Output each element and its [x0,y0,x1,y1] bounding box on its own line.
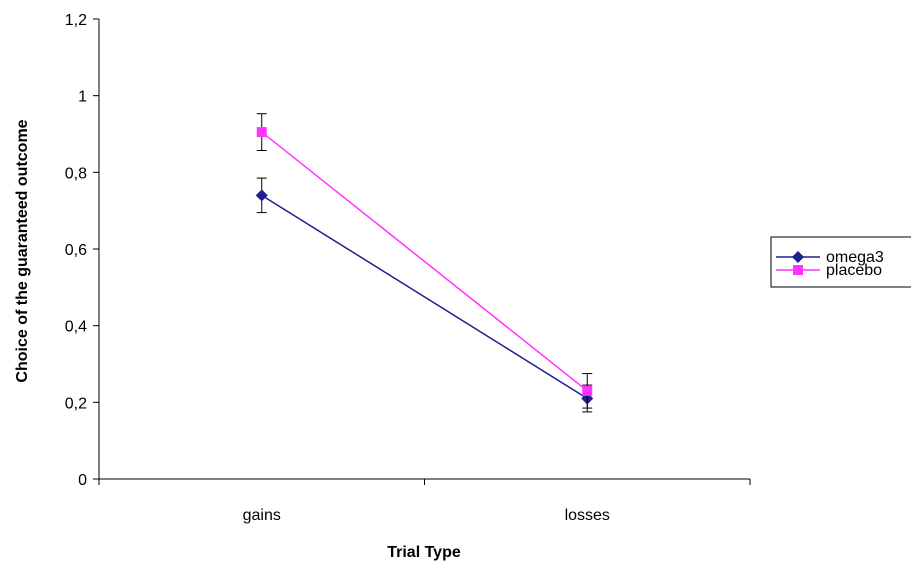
legend-label-placebo: placebo [826,262,882,279]
y-tick-label: 0,4 [65,319,87,336]
data-point-placebo [582,385,593,396]
legend-item-omega3: omega3 [776,249,884,266]
x-axis-title: Trial Type [387,544,461,561]
y-tick-label: 0 [78,472,87,489]
series-placebo [256,113,593,409]
series-layer [255,113,594,413]
x-tick-label: losses [565,507,610,524]
series-line-placebo [261,131,588,392]
y-axis-title: Choice of the guaranteed outcome [14,119,31,382]
y-tick-label: 1 [78,89,87,106]
legend-item-placebo: placebo [776,262,882,279]
legend-marker-placebo [793,265,803,275]
data-point-omega3 [255,189,268,202]
data-point-placebo [256,127,267,138]
legend: omega3 placebo [770,236,911,288]
x-tick-label: gains [243,507,281,524]
legend-box [770,236,911,288]
legend-marker-omega3 [792,251,804,263]
y-tick-label: 0,6 [65,242,87,259]
y-tick-label: 0,2 [65,395,87,412]
series-omega3 [255,177,594,413]
y-tick-label: 1,2 [65,12,87,29]
legend-label-omega3: omega3 [826,249,884,266]
series-line-omega3 [261,194,588,400]
axes: 0 0,2 0,4 0,6 0,8 1 1,2 gains losses [65,12,751,524]
y-tick-label: 0,8 [65,165,87,182]
